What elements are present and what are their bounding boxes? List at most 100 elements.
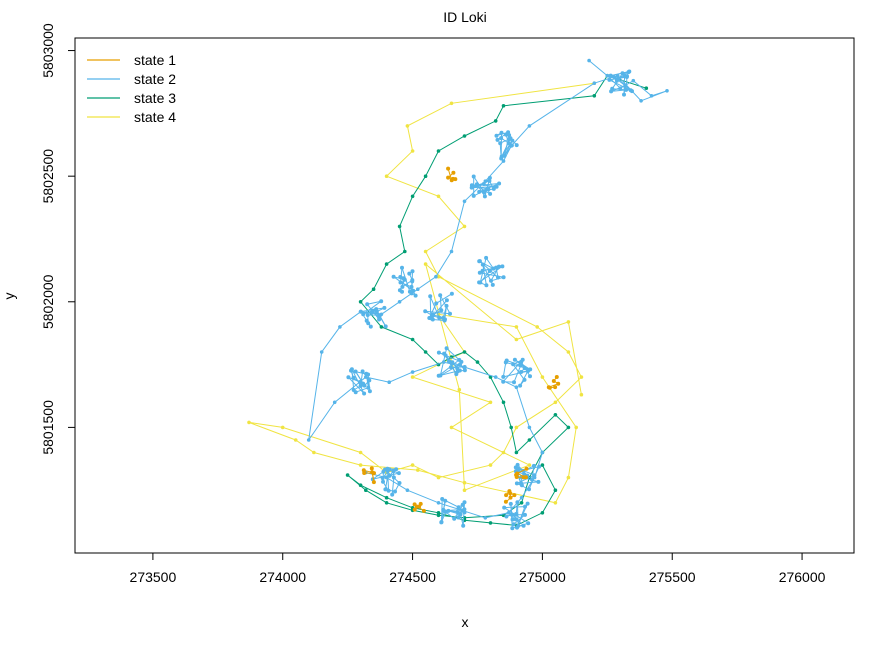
data-point [358,300,363,304]
point-cluster [439,497,467,528]
cluster-step [612,88,631,91]
point-cluster [436,346,467,378]
data-point [421,508,426,513]
point-cluster [412,501,426,513]
data-point [436,274,441,279]
cluster-step [471,180,490,189]
point-cluster [501,357,533,388]
x-axis-label: x [462,614,469,630]
cluster-step [490,266,500,282]
y-tick-label: 5801500 [40,400,56,455]
data-point [306,438,311,442]
cluster-step [445,355,458,369]
data-point [384,501,389,505]
cluster-step [442,305,447,319]
cluster-step [528,466,540,490]
data-point [403,249,407,254]
data-point [387,380,392,385]
series-4 [247,81,597,505]
cluster-step [500,137,513,146]
cluster-step [440,364,461,376]
data-point [579,375,584,379]
data-point [416,287,420,292]
cluster-step [362,300,382,315]
data-layer [247,58,669,531]
data-point [511,522,516,527]
data-point [380,476,385,481]
data-point [566,320,571,324]
data-point [455,369,460,374]
series-2 [306,58,669,531]
cluster-step [504,506,526,509]
data-point [566,425,571,430]
data-point [510,526,515,531]
cluster-step [439,348,448,376]
cluster-step [515,466,535,476]
data-point [397,300,402,304]
cluster-step [391,477,395,495]
cluster-step [517,464,528,476]
data-point [519,501,524,505]
data-point [644,86,649,90]
cluster-step [435,293,453,304]
data-point [384,262,389,266]
cluster-step [438,359,460,377]
data-point [423,249,428,254]
data-point [553,413,558,417]
data-point [423,350,428,354]
data-point [574,425,578,430]
x-tick-label: 275500 [649,569,696,585]
data-point [504,358,509,363]
cluster-step [516,502,519,526]
data-point [444,298,449,303]
legend-label: state 3 [134,90,176,106]
point-cluster [469,174,502,199]
point-cluster [607,69,634,97]
cluster-step [360,371,364,387]
cluster-step [360,307,385,313]
point-cluster [346,367,372,396]
legend-item: state 3 [87,90,176,106]
cluster-step [473,188,488,197]
data-point [519,495,524,500]
data-point [605,73,610,78]
data-point [592,94,597,98]
data-point [345,473,350,477]
series-line [248,82,595,504]
cluster-step [430,299,448,319]
data-point [592,81,597,85]
point-cluster [494,130,519,161]
data-point [293,438,298,442]
cluster-step [429,296,440,318]
data-point [502,153,507,158]
cluster-step [376,311,387,327]
data-point [527,438,532,442]
point-cluster [477,255,506,288]
cluster-step [372,472,400,480]
data-point [475,360,480,364]
data-point [436,511,441,515]
data-point [462,350,467,354]
data-point [410,370,415,374]
cluster-step [355,371,364,384]
data-point [488,400,493,405]
x-tick-label: 273500 [130,569,177,585]
data-point [493,375,498,379]
data-point [509,425,513,430]
data-point [493,119,498,123]
data-point [416,468,420,472]
cluster-step [360,311,372,327]
data-point [332,400,337,405]
axes-layer: 273500 274000 274500 275000 275500 276000 5801… [40,23,826,585]
data-point [553,400,558,405]
cluster-step [462,502,465,526]
data-point [540,463,545,467]
cluster-step [476,185,491,195]
data-point [553,488,558,493]
data-point [639,99,643,103]
data-point [436,149,441,153]
data-point [434,274,438,279]
data-point [358,463,363,467]
data-point [649,94,654,98]
data-point [553,501,558,505]
